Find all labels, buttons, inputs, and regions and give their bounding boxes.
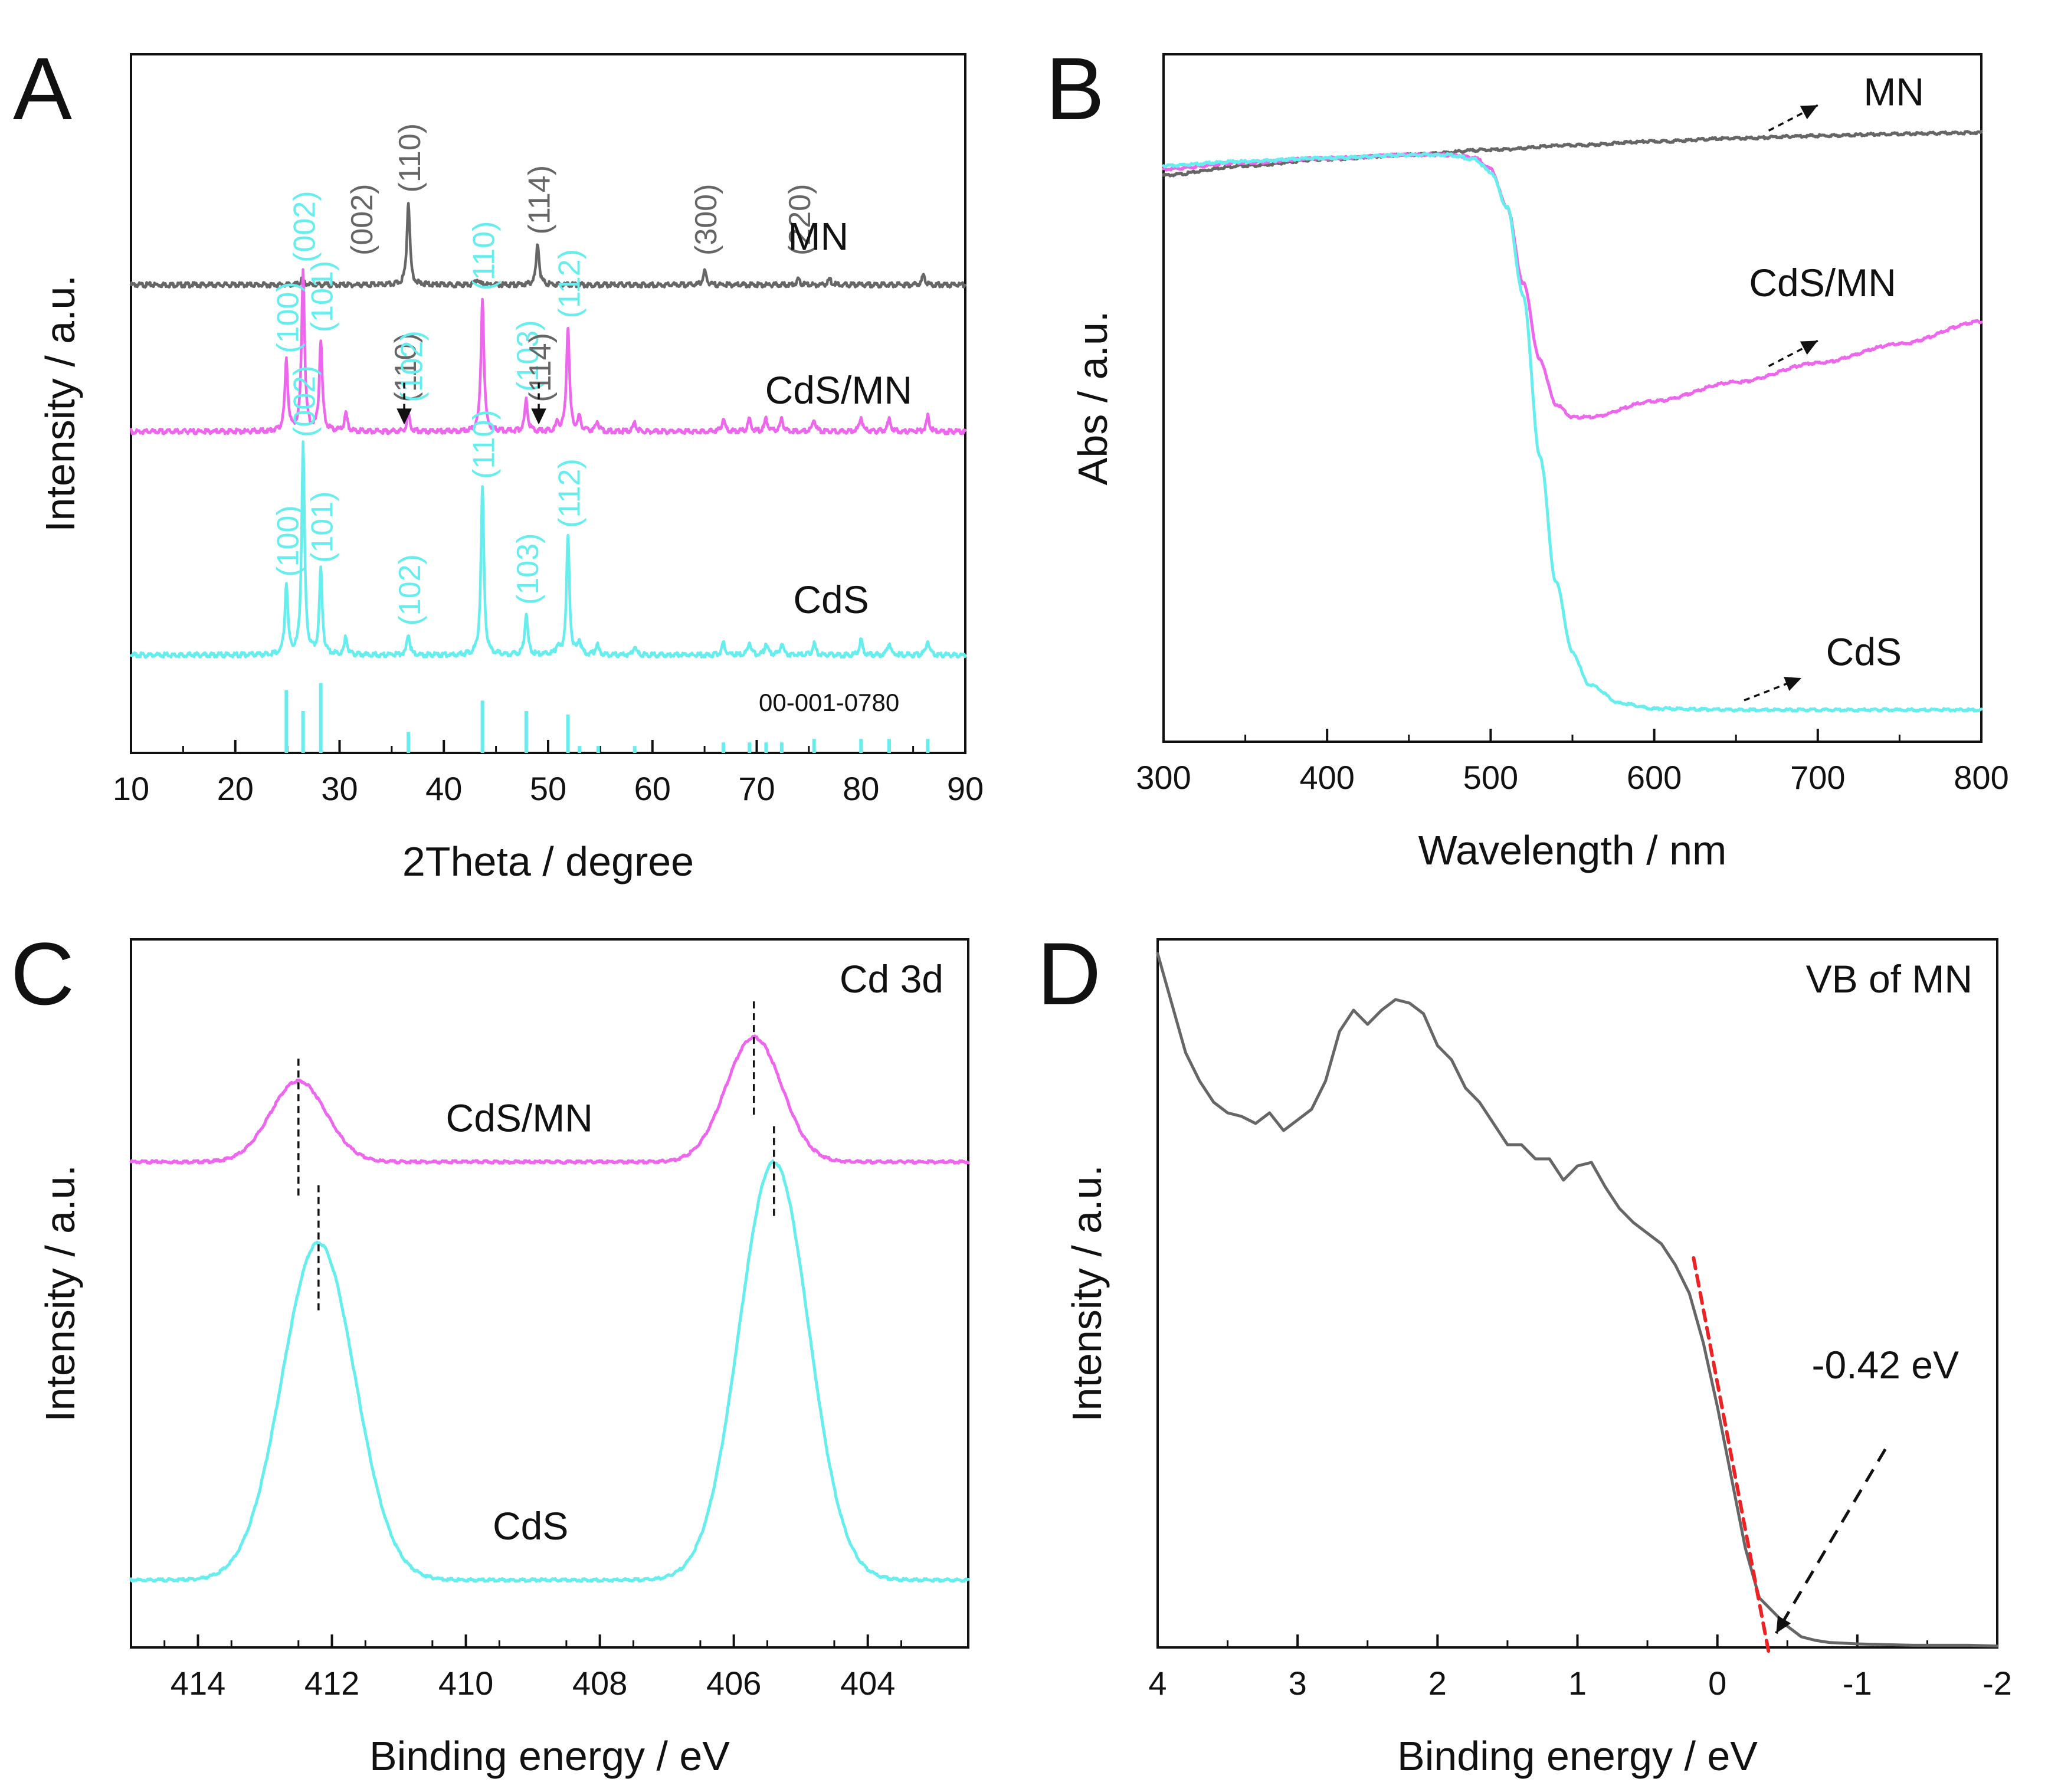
xrd-series-line [129,440,967,659]
arrow-head [397,408,412,425]
series-label: CdS/MN [765,368,912,412]
x-tick-label: 1 [1568,1665,1587,1702]
arrow-head [531,408,546,425]
peak-label: (100) [271,505,305,576]
series-label: CdS [493,1504,568,1548]
x-tick-label: 30 [321,770,358,807]
x-axis-label: Binding energy / eV [369,1733,730,1779]
arrow-head [1800,105,1818,120]
y-axis-label: Intensity / a.u. [37,1165,83,1422]
peak-label: (103) [511,320,545,391]
x-tick-label: 3 [1289,1665,1307,1702]
y-axis-label: Intensity / a.u. [1064,1165,1110,1422]
annotation-label: -0.42 eV [1812,1343,1959,1387]
series-label: 00-001-0780 [759,689,899,716]
peak-label: (101) [306,492,340,563]
x-tick-label: 404 [840,1665,895,1702]
x-axis-label: Wavelength / nm [1418,827,1727,873]
x-tick-label: 800 [1954,759,2008,796]
peak-label: (112) [553,249,587,319]
peak-label: (002) [288,191,322,262]
x-tick-label: 90 [947,770,984,807]
x-tick-label: 40 [425,770,462,807]
peak-label: (110) [467,409,502,479]
x-tick-label: 600 [1627,759,1682,796]
peak-label: (100) [271,281,305,353]
peak-label: (114) [522,165,556,235]
x-tick-label: 50 [530,770,566,807]
x-tick-label: 20 [217,770,254,807]
x-axis-label: 2Theta / degree [402,838,694,884]
plot-frame [130,938,969,1649]
peak-label: (110) [393,123,427,193]
arrow-head [1776,1616,1791,1633]
x-tick-label: 410 [438,1665,493,1702]
panel-b-absorbance: 300 400 500 600 700 800 Wavelength / nm Abs / a… [1046,39,2009,873]
x-tick-label: 80 [843,770,879,807]
x-tick-label: 300 [1136,759,1191,796]
peak-label: (220) [783,184,817,255]
arrow-head [1800,340,1818,355]
annotation-arrow [1775,1448,1887,1634]
peak-label: (114) [523,333,558,402]
xps-series-line [129,1034,970,1165]
x-tick-label: 0 [1708,1665,1726,1702]
panel-c-cd3d-xps: 414 412 410 408 406 404 Binding energy / eV Int… [11,924,970,1779]
abs-series-line [1162,130,1983,178]
x-tick-label: 500 [1463,759,1518,796]
x-tick-label: -2 [1983,1665,2012,1702]
x-axis-label: Binding energy / eV [1397,1733,1758,1779]
series-label: MN [788,215,849,258]
x-tick-label: 406 [706,1665,761,1702]
peak-label: (101) [306,261,340,332]
panel-a-xrd: 10 20 30 40 50 60 70 80 90 2Theta / degree Intensi… [13,39,984,884]
x-tick-label: 400 [1299,759,1354,796]
x-tick-label: -1 [1843,1665,1872,1702]
series-label: CdS [1826,630,1902,674]
arrow-head [1784,677,1802,691]
panel-label: A [13,39,72,138]
y-axis-label: Abs / a.u. [1070,311,1116,486]
panel-label: C [11,924,74,1023]
peak-label: (112) [553,458,587,528]
plot-frame [1156,938,1998,1649]
peak-label: (002) [345,184,379,255]
series-label: CdS [793,578,869,621]
peak-label: (102) [395,330,430,402]
panel-label: D [1037,924,1101,1023]
chart-title: Cd 3d [840,957,943,1001]
abs-series-line [1162,152,1983,713]
peak-label: (110) [467,221,502,291]
peak-label: (102) [393,554,427,625]
x-tick-label: 412 [304,1665,359,1702]
x-tick-label: 408 [572,1665,627,1702]
xps-series-line [129,1159,970,1583]
peak-label: (103) [511,533,545,605]
x-tick-label: 70 [738,770,775,807]
xrd-series-line [129,202,967,289]
x-tick-label: 700 [1790,759,1845,796]
x-tick-label: 2 [1428,1665,1447,1702]
x-tick-label: 4 [1148,1665,1166,1702]
peak-label: (002) [288,365,322,437]
y-axis-label: Intensity / a.u. [37,275,83,532]
series-label: CdS/MN [446,1096,593,1140]
peak-label: (110) [389,333,423,402]
peak-label: (300) [689,184,723,255]
xrd-series-line [129,268,967,435]
x-tick-label: 60 [634,770,671,807]
panel-d-valence-band: 4 3 2 1 0 -1 -2 Binding energy / eV Intensity / … [1037,924,2012,1779]
chart-title: VB of MN [1806,957,1972,1001]
panel-label: B [1046,39,1105,138]
x-tick-label: 414 [171,1665,225,1702]
series-label: CdS/MN [1749,261,1896,304]
x-tick-label: 10 [113,770,149,807]
series-label: MN [1863,70,1924,113]
fit-line [1692,1256,1771,1656]
vb-series-line [1156,952,1999,1648]
